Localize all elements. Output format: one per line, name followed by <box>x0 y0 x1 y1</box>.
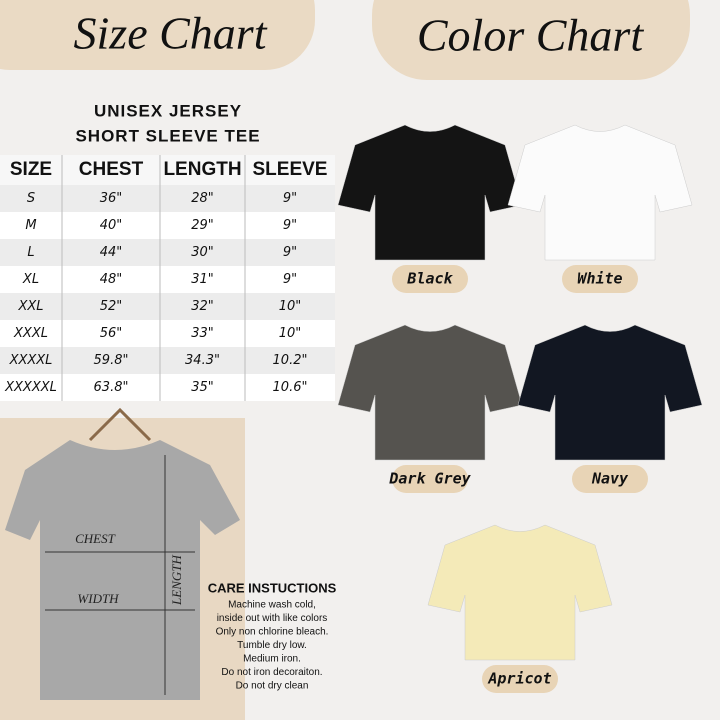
table-cell: 52" <box>100 299 123 314</box>
color-name: White <box>577 270 622 288</box>
color-label-pill <box>562 265 638 293</box>
color-header-pill <box>372 0 690 80</box>
hanger <box>88 407 152 442</box>
row-bg <box>0 212 335 239</box>
color-shirt <box>517 324 703 461</box>
size-chart-heading: Size Chart <box>74 8 268 59</box>
color-shirt <box>507 124 693 261</box>
color-shirt <box>337 124 523 261</box>
table-cell: 9" <box>283 191 297 206</box>
care-line: Tumble dry low. <box>237 640 307 651</box>
table-cell: 9" <box>283 245 297 260</box>
table-cell: 40" <box>100 218 123 233</box>
color-shirt <box>337 324 523 461</box>
table-cell: 59.8" <box>94 353 129 368</box>
table-cell: 10.2" <box>273 353 308 368</box>
size-header-pill <box>0 0 315 70</box>
row-bg <box>0 266 335 293</box>
table-cell: 29" <box>191 218 214 233</box>
care-line: Do not iron decoraiton. <box>221 667 322 678</box>
table-cell: 44" <box>100 245 123 260</box>
table-header-bg <box>0 155 335 185</box>
table-cell: 32" <box>191 299 214 314</box>
color-label-pill <box>572 465 648 493</box>
color-name: Navy <box>591 470 629 488</box>
color-chart-heading: Color Chart <box>417 10 644 61</box>
care-line: Medium iron. <box>243 654 301 665</box>
table-cell: XXL <box>17 299 43 314</box>
table-cell: 48" <box>100 272 123 287</box>
table-cell: S <box>27 191 35 206</box>
table-cell: 31" <box>191 272 214 287</box>
length-label: LENGTH <box>169 554 184 605</box>
table-cell: 33" <box>191 326 214 341</box>
row-bg <box>0 347 335 374</box>
table-cell: 10" <box>279 326 302 341</box>
care-line: inside out with like colors <box>217 613 328 624</box>
color-label-pill <box>392 465 468 493</box>
table-cell: XL <box>22 272 39 287</box>
table-cell: 36" <box>100 191 123 206</box>
table-cell: 34.3" <box>185 353 220 368</box>
color-label-pill <box>482 665 558 693</box>
table-cell: L <box>27 245 34 260</box>
row-bg <box>0 320 335 347</box>
table-cell: XXXXXL <box>4 380 57 395</box>
color-label-pill <box>392 265 468 293</box>
table-cell: 35" <box>191 380 214 395</box>
care-title: CARE INSTUCTIONS <box>208 580 337 595</box>
table-title: SHORT SLEEVE TEE <box>75 126 260 145</box>
color-name: Dark Grey <box>388 470 471 488</box>
chest-label: CHEST <box>75 531 116 546</box>
column-header: SIZE <box>10 159 52 180</box>
color-name: Black <box>406 270 453 288</box>
color-name: Apricot <box>487 670 551 688</box>
table-cell: 30" <box>191 245 214 260</box>
table-cell: 10.6" <box>273 380 308 395</box>
table-cell: XXXXL <box>9 353 53 368</box>
diagram-shirt <box>5 440 240 700</box>
column-header: LENGTH <box>163 159 241 180</box>
row-bg <box>0 239 335 266</box>
row-bg <box>0 185 335 212</box>
table-cell: 56" <box>100 326 123 341</box>
column-header: SLEEVE <box>253 159 328 180</box>
table-cell: 10" <box>279 299 302 314</box>
width-label: WIDTH <box>77 591 119 606</box>
color-shirt <box>427 524 613 661</box>
care-line: Only non chlorine bleach. <box>216 627 329 638</box>
column-header: CHEST <box>79 159 144 180</box>
table-cell: 63.8" <box>94 380 129 395</box>
table-cell: 28" <box>191 191 214 206</box>
care-line: Machine wash cold, <box>228 600 316 611</box>
table-title: UNISEX JERSEY <box>94 101 242 120</box>
row-bg <box>0 374 335 401</box>
table-cell: 9" <box>283 272 297 287</box>
row-bg <box>0 293 335 320</box>
care-line: Do not dry clean <box>236 681 309 692</box>
table-cell: 9" <box>283 218 297 233</box>
table-cell: M <box>25 218 36 233</box>
table-cell: XXXL <box>13 326 48 341</box>
